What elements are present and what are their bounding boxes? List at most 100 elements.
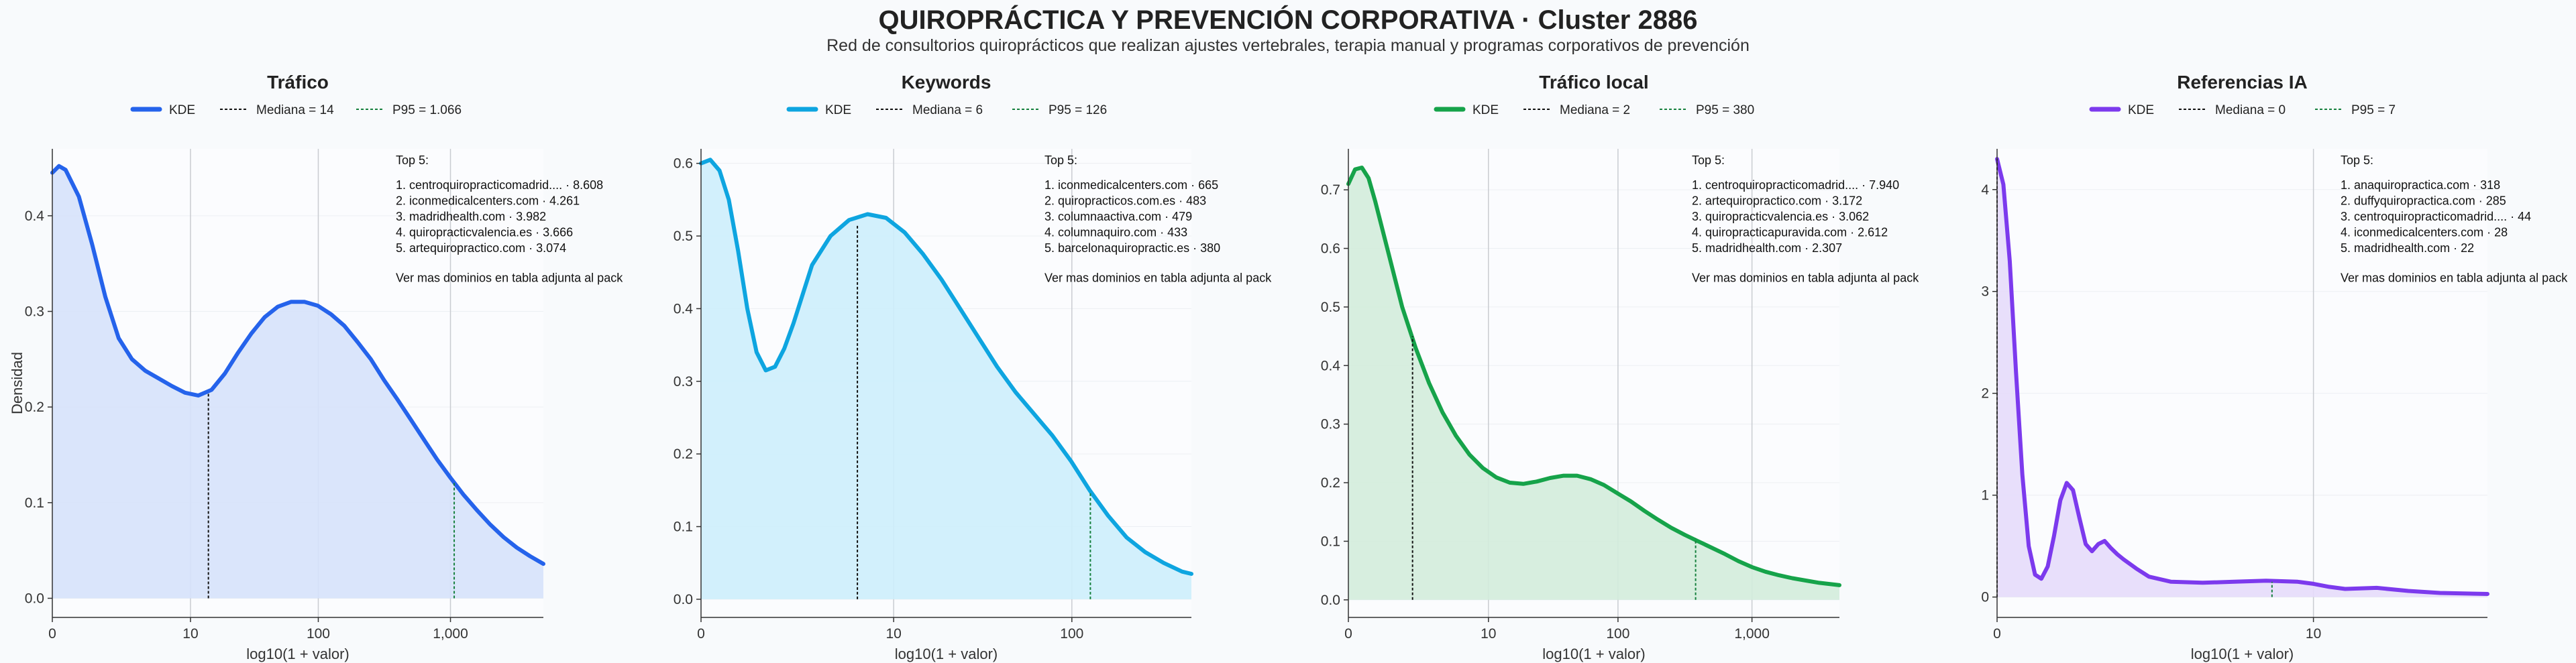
chart-panel-3: Tráfico local KDE Mediana = 2 P95 = 380 0.0 0… <box>1321 72 1919 662</box>
y-tick-label: 0.3 <box>25 304 44 320</box>
top5-item-2: 2. quiropracticos.com.es · 483 <box>1044 194 1206 208</box>
top5-item-2: 2. artequiropractico.com · 3.172 <box>1692 194 1862 208</box>
y-tick-label: 0.2 <box>674 446 693 462</box>
x-tick-label: 10 <box>1481 626 1496 642</box>
y-tick-label: 0.3 <box>674 374 693 389</box>
top5-item-5: 5. barcelonaquiropractic.es · 380 <box>1044 241 1220 255</box>
x-axis-label: log10(1 + valor) <box>2191 646 2294 662</box>
y-axis-label: Densidad <box>9 352 25 414</box>
x-tick-label: 1,000 <box>433 626 468 642</box>
y-tick-label: 0.1 <box>674 520 693 535</box>
legend: KDE Mediana = 14 P95 = 1.066 <box>130 103 462 117</box>
top5-item-1: 1. anaquiropractica.com · 318 <box>2341 178 2500 192</box>
y-tick-label: 0.2 <box>1321 475 1340 491</box>
kde-area <box>52 166 543 599</box>
y-tick-label: 0.4 <box>1321 358 1341 373</box>
legend-kde-label: KDE <box>1472 103 1499 117</box>
top5-item-2: 2. duffyquiropractica.com · 285 <box>2341 194 2506 208</box>
legend-p95-label: P95 = 126 <box>1049 103 1107 117</box>
x-tick-label: 10 <box>885 626 901 642</box>
top5-heading: Top 5: <box>396 154 429 167</box>
y-tick-label: 4 <box>1981 182 1989 198</box>
kde-area <box>1348 168 1839 600</box>
legend: KDE Mediana = 0 P95 = 7 <box>2089 103 2396 117</box>
legend: KDE Mediana = 6 P95 = 126 <box>786 103 1107 117</box>
legend-median-label: Mediana = 0 <box>2215 103 2286 117</box>
x-tick-label: 0 <box>1993 626 2001 642</box>
top5-heading: Top 5: <box>2341 154 2373 167</box>
x-tick-label: 10 <box>182 626 198 642</box>
legend-p95-label: P95 = 380 <box>1696 103 1754 117</box>
page-subtitle: Red de consultorios quiroprácticos que r… <box>826 36 1750 55</box>
y-tick-label: 1 <box>1981 488 1989 503</box>
top5-item-5: 5. madridhealth.com · 2.307 <box>1692 241 1842 255</box>
legend-kde-label: KDE <box>825 103 851 117</box>
y-tick-label: 2 <box>1981 386 1989 402</box>
kde-line <box>50 164 545 566</box>
y-tick-label: 0.5 <box>1321 300 1340 315</box>
x-axis-label: log10(1 + valor) <box>246 646 349 662</box>
y-tick-label: 0.5 <box>674 229 693 244</box>
x-tick-label: 100 <box>1606 626 1629 642</box>
legend-kde-label: KDE <box>169 103 195 117</box>
y-tick-label: 0 <box>1981 590 1989 605</box>
x-tick-label: 0 <box>697 626 705 642</box>
top5-footer: Ver mas dominios en tabla adjunta al pac… <box>396 272 623 285</box>
top5-box: Top 5: 1. iconmedicalcenters.com · 665 2. … <box>1044 154 1272 285</box>
top5-footer: Ver mas dominios en tabla adjunta al pac… <box>1692 272 1919 285</box>
chart-title: Keywords <box>902 72 991 93</box>
top5-box: Top 5: 1. centroquiropracticomadrid.... ·… <box>396 154 623 285</box>
y-tick-label: 0.6 <box>1321 241 1340 257</box>
legend-p95-label: P95 = 7 <box>2351 103 2396 117</box>
top5-item-4: 4. iconmedicalcenters.com · 28 <box>2341 226 2508 239</box>
x-axis-label: log10(1 + valor) <box>1542 646 1645 662</box>
legend-median-label: Mediana = 14 <box>256 103 334 117</box>
legend-p95-label: P95 = 1.066 <box>392 103 462 117</box>
y-tick-label: 0.0 <box>1321 593 1340 608</box>
y-tick-label: 0.0 <box>25 591 44 606</box>
top5-item-2: 2. iconmedicalcenters.com · 4.261 <box>396 194 580 208</box>
top5-item-4: 4. quiropracticvalencia.es · 3.666 <box>396 226 573 239</box>
chart-title: Tráfico local <box>1539 72 1648 93</box>
top5-item-5: 5. artequiropractico.com · 3.074 <box>396 241 566 255</box>
kde-area <box>701 160 1191 599</box>
top5-item-1: 1. iconmedicalcenters.com · 665 <box>1044 178 1218 192</box>
legend-median-label: Mediana = 2 <box>1560 103 1630 117</box>
x-tick-label: 100 <box>1060 626 1083 642</box>
x-tick-label: 0 <box>48 626 56 642</box>
chart-panel-2: Keywords KDE Mediana = 6 P95 = 126 0.0 0.1 0.2… <box>674 72 1272 662</box>
top5-footer: Ver mas dominios en tabla adjunta al pac… <box>2341 272 2568 285</box>
y-tick-label: 0.4 <box>674 301 694 316</box>
x-axis-label: log10(1 + valor) <box>895 646 998 662</box>
legend-kde-label: KDE <box>2128 103 2154 117</box>
kde-line <box>699 158 1193 576</box>
legend-median-label: Mediana = 6 <box>912 103 983 117</box>
y-tick-label: 0.6 <box>674 156 693 172</box>
y-tick-label: 0.7 <box>1321 182 1340 198</box>
x-tick-label: 0 <box>1344 626 1352 642</box>
chart-panel-1: Tráfico KDE Mediana = 14 P95 = 1.066 0.0 0.1 0… <box>9 72 623 662</box>
y-tick-label: 0.3 <box>1321 417 1340 432</box>
top5-heading: Top 5: <box>1044 154 1077 167</box>
y-tick-label: 0.1 <box>1321 534 1340 549</box>
x-tick-label: 1,000 <box>1734 626 1770 642</box>
top5-item-3: 3. quiropracticvalencia.es · 3.062 <box>1692 210 1869 223</box>
top5-heading: Top 5: <box>1692 154 1725 167</box>
x-tick-label: 100 <box>307 626 330 642</box>
legend: KDE Mediana = 2 P95 = 380 <box>1434 103 1754 117</box>
top5-item-3: 3. columnaactiva.com · 479 <box>1044 210 1192 223</box>
x-tick-label: 10 <box>2306 626 2321 642</box>
top5-box: Top 5: 1. anaquiropractica.com · 318 2. du… <box>2341 154 2568 285</box>
kde-line <box>1346 166 1841 587</box>
top5-item-1: 1. centroquiropracticomadrid.... · 8.608 <box>396 178 603 192</box>
y-tick-label: 0.4 <box>25 208 45 224</box>
top5-item-1: 1. centroquiropracticomadrid.... · 7.940 <box>1692 178 1899 192</box>
page-title: QUIROPRÁCTICA Y PREVENCIÓN CORPORATIVA ·… <box>878 5 1698 35</box>
y-tick-label: 0.1 <box>25 495 44 511</box>
y-tick-label: 0.2 <box>25 400 44 415</box>
chart-panel-4: Referencias IA KDE Mediana = 0 P95 = 7 0 1 2 3 4… <box>1981 72 2568 662</box>
top5-item-4: 4. quiropracticapuravida.com · 2.612 <box>1692 226 1888 239</box>
top5-box: Top 5: 1. centroquiropracticomadrid.... ·… <box>1692 154 1919 285</box>
chart-title: Tráfico <box>267 72 329 93</box>
